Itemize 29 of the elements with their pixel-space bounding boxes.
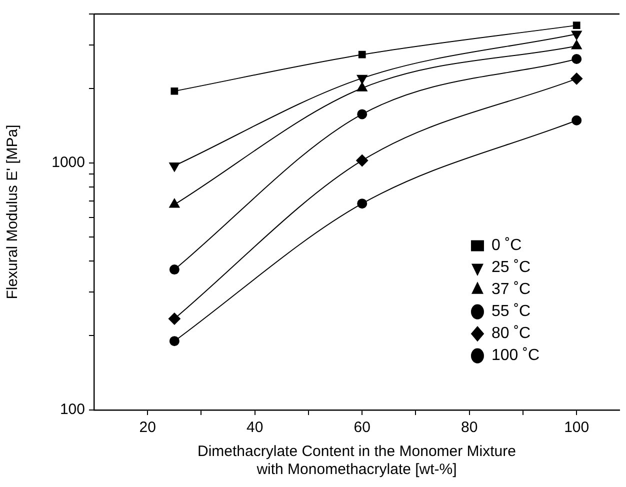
point xyxy=(358,50,366,58)
point xyxy=(356,154,368,166)
x-tick-label: 60 xyxy=(354,419,370,436)
legend-label: 100 ˚C xyxy=(491,347,540,364)
legend-label: 80 ˚C xyxy=(491,325,531,342)
point xyxy=(572,22,580,29)
point xyxy=(572,54,582,64)
x-axis-title: Dimethacrylate Content in the Monomer Mixture with Monomethacrylate [wt-%] xyxy=(198,443,516,478)
y-tick-label: 1000 xyxy=(52,154,85,171)
x-tick-label: 80 xyxy=(461,419,478,436)
point xyxy=(357,109,368,120)
point xyxy=(572,115,582,126)
x-tick-label: 100 xyxy=(564,419,590,436)
point xyxy=(169,198,180,208)
legend-label: 0 ˚C xyxy=(491,237,522,254)
point xyxy=(169,264,180,275)
x-tick-label: 40 xyxy=(246,419,264,436)
point xyxy=(357,198,368,209)
y-axis-title: Flexural Modulus E' [MPa] xyxy=(4,124,22,300)
point xyxy=(570,72,583,85)
point xyxy=(170,87,178,95)
legend-label: 25 ˚C xyxy=(491,259,531,276)
point xyxy=(168,312,180,325)
point xyxy=(169,336,180,346)
legend-label: 37 ˚C xyxy=(491,281,531,298)
x-tick-label: 20 xyxy=(139,419,156,436)
point xyxy=(571,40,582,50)
point xyxy=(356,82,368,92)
legend-label: 55 ˚C xyxy=(491,303,531,320)
